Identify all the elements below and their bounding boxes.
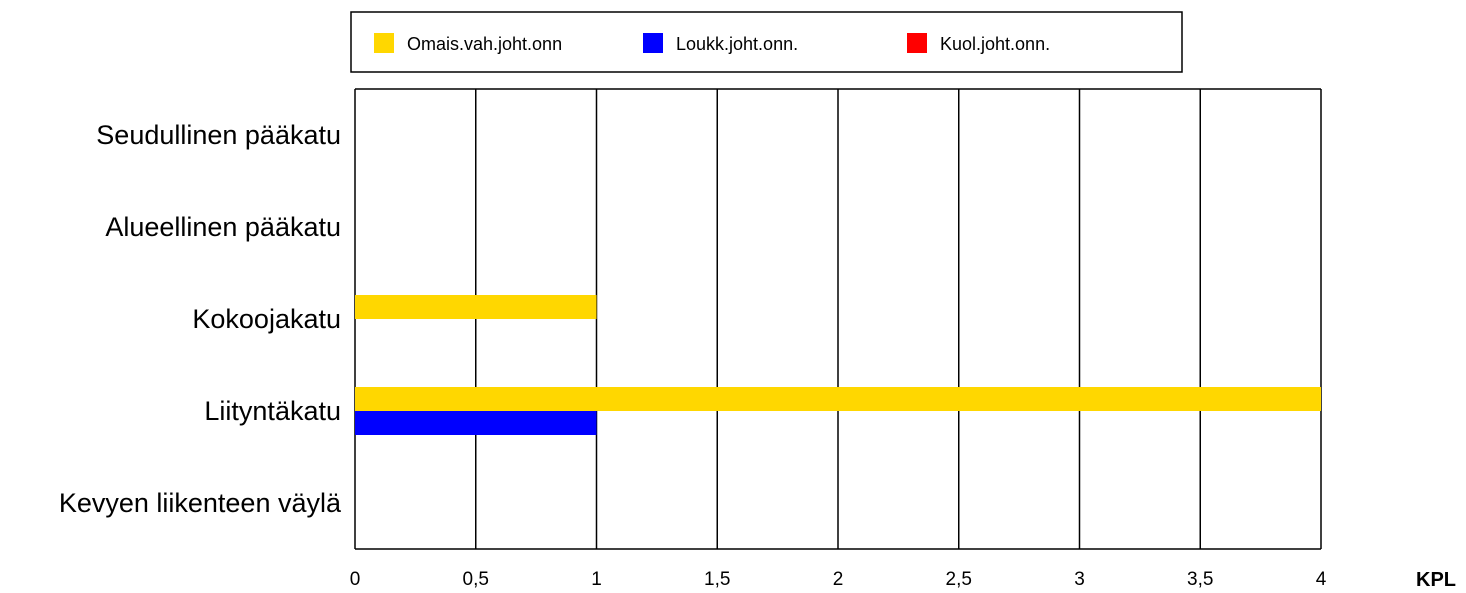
x-tick-label: 1,5 — [704, 569, 730, 590]
x-tick-label: 3 — [1074, 569, 1085, 590]
legend-label: Kuol.joht.onn. — [940, 34, 1050, 54]
legend-box — [350, 11, 1183, 73]
x-tick-labels: 0 0,5 1 1,5 2 2,5 3 3,5 4 — [350, 569, 1327, 590]
category-label: Seudullinen pääkatu — [96, 120, 341, 150]
legend-label: Omais.vah.joht.onn — [407, 34, 562, 54]
category-label: Kokoojakatu — [192, 304, 341, 334]
x-tick-label: 1 — [591, 569, 602, 590]
x-tick-label: 0,5 — [463, 569, 489, 590]
x-axis-unit-label: KPL — [1416, 569, 1456, 591]
bar-loukk-3 — [355, 411, 597, 435]
grid — [354, 88, 1322, 550]
category-label: Liityntäkatu — [204, 396, 341, 426]
category-label: Kevyen liikenteen väylä — [59, 488, 342, 518]
legend-swatch — [374, 33, 394, 53]
legend-swatch — [643, 33, 663, 53]
legend-swatch — [907, 33, 927, 53]
category-label: Alueellinen pääkatu — [105, 212, 341, 242]
legend: Omais.vah.joht.onn Loukk.joht.onn. Kuol.jo… — [350, 11, 1183, 73]
x-tick-label: 2 — [833, 569, 844, 590]
bars — [355, 295, 1321, 435]
x-tick-label: 3,5 — [1187, 569, 1213, 590]
bar-omais-3 — [355, 387, 1321, 411]
category-labels: Seudullinen pääkatu Alueellinen pääkatu Ko… — [59, 120, 342, 518]
x-tick-label: 4 — [1316, 569, 1327, 590]
legend-label: Loukk.joht.onn. — [676, 34, 798, 54]
bar-omais-2 — [355, 295, 597, 319]
x-tick-label: 2,5 — [946, 569, 972, 590]
x-tick-label: 0 — [350, 569, 361, 590]
